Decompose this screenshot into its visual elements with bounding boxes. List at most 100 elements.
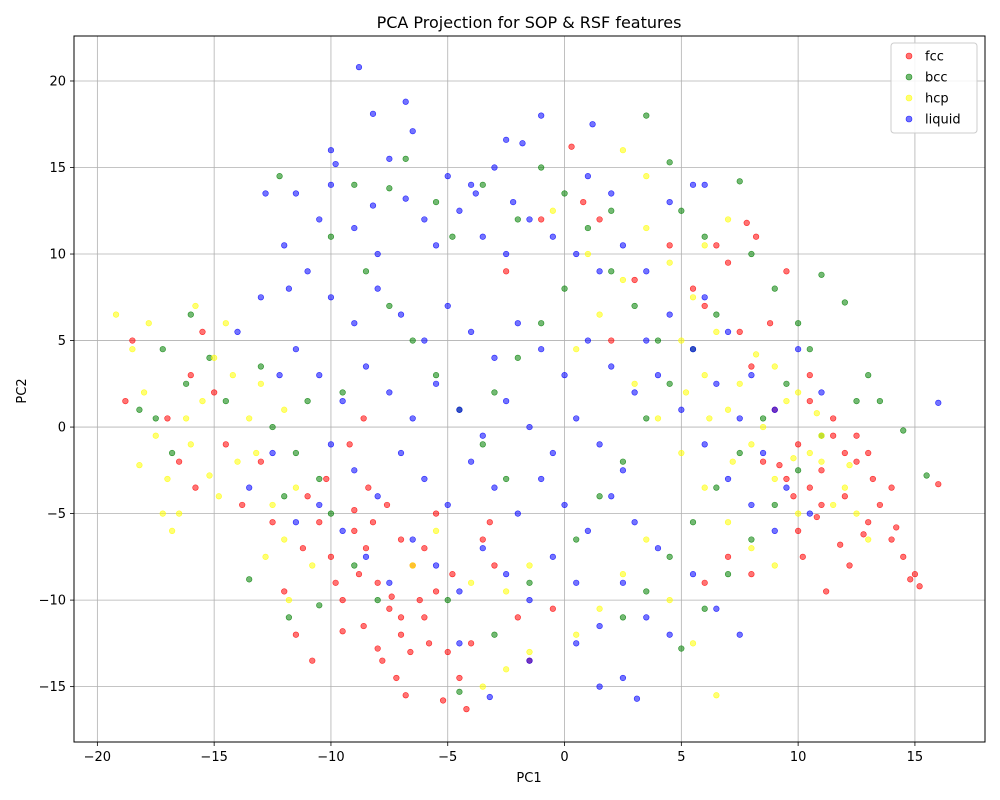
y-tick-label: 10 <box>49 248 66 263</box>
point-liquid <box>397 449 405 457</box>
point-hcp <box>666 259 673 266</box>
point-liquid <box>596 441 603 448</box>
point-hcp <box>112 311 120 318</box>
point-liquid <box>332 160 339 168</box>
point-fcc <box>724 553 732 560</box>
point-liquid <box>619 242 627 249</box>
legend-marker-liquid <box>905 115 913 123</box>
point-liquid <box>573 640 580 647</box>
point-liquid <box>771 406 778 413</box>
point-liquid <box>748 501 755 509</box>
point-fcc <box>432 588 440 595</box>
point-bcc <box>783 380 790 387</box>
point-liquid <box>257 294 264 301</box>
point-liquid <box>935 399 942 406</box>
x-tick-label: 15 <box>907 750 924 765</box>
point-fcc <box>860 531 867 538</box>
y-tick-label: 15 <box>49 161 66 176</box>
point-bcc <box>285 614 293 621</box>
axis-ticks: −20 −15 −10 −5 0 5 10 15 −15 −10 −5 0 5 10 15 20 <box>39 74 924 765</box>
point-liquid <box>759 449 767 457</box>
point-fcc <box>888 484 895 491</box>
point-bcc <box>152 415 159 422</box>
point-fcc <box>397 631 405 638</box>
point-liquid <box>549 233 556 240</box>
point-hcp <box>432 527 440 534</box>
point-liquid <box>806 510 813 517</box>
point-fcc <box>222 441 229 448</box>
point-liquid <box>316 372 323 379</box>
point-liquid <box>666 199 673 206</box>
point-bcc <box>432 372 440 379</box>
point-liquid <box>503 250 510 258</box>
point-hcp <box>257 380 264 387</box>
point-bcc <box>666 380 673 387</box>
point-fcc <box>853 432 860 439</box>
point-fcc <box>907 576 914 583</box>
point-hcp <box>129 346 136 353</box>
point-bcc <box>900 427 907 434</box>
point-liquid <box>444 302 451 310</box>
point-hcp <box>865 536 872 543</box>
point-liquid <box>304 268 311 275</box>
point-bcc <box>701 233 708 240</box>
point-liquid <box>783 484 790 491</box>
point-fcc <box>935 481 942 488</box>
point-fcc <box>865 449 872 457</box>
point-liquid <box>713 380 720 387</box>
point-bcc <box>479 181 486 188</box>
point-bcc <box>795 467 802 474</box>
point-bcc <box>514 354 521 361</box>
point-bcc <box>327 510 335 517</box>
point-bcc <box>678 645 685 652</box>
point-liquid <box>713 605 720 612</box>
point-fcc <box>580 199 587 206</box>
point-hcp <box>253 449 260 457</box>
point-liquid <box>402 195 409 202</box>
y-tick-label: 5 <box>58 334 66 349</box>
point-liquid <box>519 140 526 147</box>
point-fcc <box>374 579 381 586</box>
point-bcc <box>386 302 393 310</box>
point-liquid <box>472 190 479 197</box>
point-hcp <box>830 501 837 509</box>
point-hcp <box>211 354 218 361</box>
point-fcc <box>689 285 697 292</box>
point-liquid <box>538 346 545 353</box>
point-liquid <box>608 190 615 197</box>
point-bcc <box>362 268 370 275</box>
point-hcp <box>643 536 650 543</box>
point-hcp <box>503 588 510 595</box>
point-hcp <box>140 389 148 396</box>
point-liquid <box>374 250 381 258</box>
point-liquid <box>409 128 416 135</box>
point-hcp <box>262 553 269 560</box>
legend-label-bcc: bcc <box>925 71 948 86</box>
point-hcp <box>689 640 697 647</box>
point-bcc <box>159 346 166 353</box>
point-fcc <box>538 216 545 223</box>
legend-box <box>890 42 978 134</box>
series-fcc <box>122 143 942 713</box>
legend: fcc bcc hcp liquid <box>890 42 978 134</box>
point-liquid <box>678 406 685 413</box>
point-bcc <box>281 493 288 500</box>
point-fcc <box>795 441 802 448</box>
point-liquid <box>444 173 451 180</box>
point-hcp <box>503 666 510 673</box>
point-fcc <box>257 458 264 465</box>
point-bcc <box>724 571 732 578</box>
point-fcc <box>806 398 813 405</box>
point-fcc <box>339 597 346 604</box>
point-hcp <box>526 648 533 656</box>
point-liquid <box>589 121 596 128</box>
point-fcc <box>748 571 755 578</box>
point-hcp <box>701 484 708 491</box>
chart-title: PCA Projection for SOP & RSF features <box>377 13 682 32</box>
point-hcp <box>281 536 288 543</box>
point-liquid <box>402 98 409 105</box>
point-fcc <box>853 458 860 465</box>
point-hcp <box>818 458 825 465</box>
point-hcp <box>736 380 743 387</box>
point-fcc <box>449 571 456 578</box>
